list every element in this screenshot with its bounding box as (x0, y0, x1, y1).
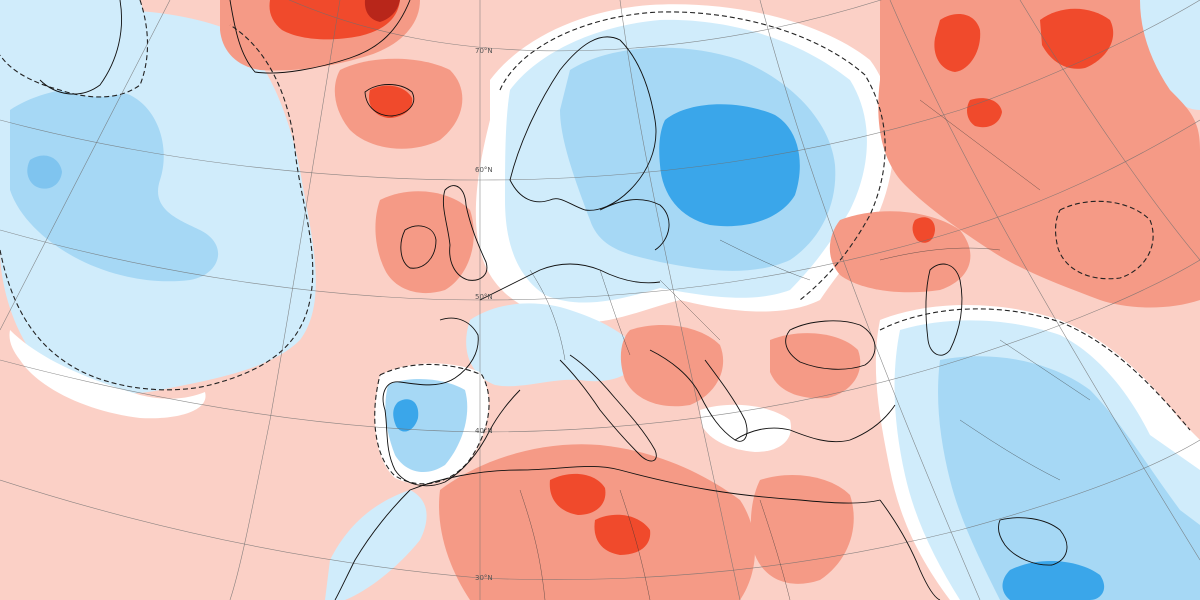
meridian-5 (759, 0, 981, 600)
lat-label-60n: 60°N (475, 166, 493, 174)
meridian-2 (229, 0, 341, 600)
anomaly-greenland-cool (0, 0, 148, 97)
coast-europe-mainland (479, 263, 661, 301)
parallel-40n (0, 259, 1200, 433)
anomaly-middle-east-cool-mid (938, 356, 1200, 600)
parallel-30n (0, 439, 1200, 580)
meridian-6 (889, 0, 1200, 561)
border-2 (599, 269, 631, 356)
lat-label-30n: 30°N (475, 574, 493, 582)
contour-greenland (0, 0, 149, 98)
coast-scandinavia (509, 36, 657, 211)
anomaly-north-africa-warm-core-1 (549, 473, 606, 515)
coast-black-sea (785, 320, 876, 370)
coast-north-africa (409, 466, 881, 504)
anomaly-russia-warm-core-1 (934, 14, 981, 72)
border-5 (879, 247, 1001, 261)
anomaly-northeast-cool (1139, 0, 1200, 110)
border-9 (619, 489, 651, 600)
coast-britain (442, 185, 488, 281)
anomaly-anatolia-neutral (700, 404, 791, 452)
contour-europe-east (499, 11, 886, 301)
coastlines (39, 0, 1068, 600)
parallel-70n (288, 0, 882, 52)
anomaly-iceland-warm-core (369, 85, 413, 118)
anomaly-blacksea-warm (829, 211, 971, 293)
border-7 (999, 339, 1091, 401)
border-8 (519, 489, 546, 600)
contour-middle-east (879, 308, 1191, 431)
coast-france-iberia (382, 317, 521, 487)
lat-label-40n: 40°N (475, 427, 493, 435)
meridian-7 (1019, 0, 1200, 261)
meridian-4 (619, 0, 741, 600)
border-3 (659, 279, 721, 341)
anomaly-russia-warm-core-3 (967, 98, 1002, 128)
anomaly-russia-warm (878, 0, 1200, 308)
coast-caspian (925, 263, 963, 356)
border-4 (719, 239, 811, 281)
anomaly-north-africa-warm-core-2 (594, 514, 651, 555)
coast-morocco (334, 489, 411, 600)
border-6 (919, 99, 1041, 191)
anomaly-balkans-warm (620, 325, 724, 407)
anomaly-caucasus-warm-core (912, 217, 935, 243)
anomaly-west-africa-cool (325, 490, 427, 600)
contour-caspian (1055, 200, 1154, 280)
coast-greece-turkey (734, 404, 896, 443)
meridian-1 (0, 0, 171, 331)
anomaly-britain-warm (375, 191, 474, 294)
coast-persian-gulf (997, 517, 1068, 566)
anomaly-central-europe-cool (466, 303, 640, 387)
country-borders (519, 99, 1091, 600)
anomaly-north-atlantic-cool-core (27, 155, 62, 189)
lat-label-50n: 50°N (475, 293, 493, 301)
lat-label-70n: 70°N (475, 47, 493, 55)
parallel-60n (0, 0, 1200, 181)
coast-iceland (364, 84, 415, 117)
border-1 (529, 269, 566, 361)
border-10 (759, 499, 791, 600)
coast-greenland (229, 0, 411, 74)
coast-italy (559, 354, 657, 462)
coast-red-sea (879, 499, 941, 600)
anomaly-russia-warm-core-2 (1040, 8, 1114, 69)
anomaly-turkey-warm (770, 333, 861, 399)
contour-atlantic (0, 24, 314, 391)
anomaly-middle-east-cool-core (1002, 560, 1105, 600)
anomaly-north-atlantic-cool-inner (10, 87, 219, 282)
parallel-50n (0, 119, 1200, 301)
anomaly-atlantic-neutral-fringe (9, 330, 206, 419)
coast-finland-baltic (599, 199, 670, 251)
anomaly-eastern-europe-cool-core (659, 104, 800, 227)
anomaly-greenland-warm-dark (364, 0, 400, 22)
anomaly-iberia-cool-core (393, 399, 419, 432)
coast-greenland-west (39, 0, 123, 95)
border-11 (959, 419, 1061, 481)
latitude-labels: 70°N 60°N 50°N 40°N 30°N (475, 47, 493, 582)
coast-ireland (400, 225, 437, 269)
